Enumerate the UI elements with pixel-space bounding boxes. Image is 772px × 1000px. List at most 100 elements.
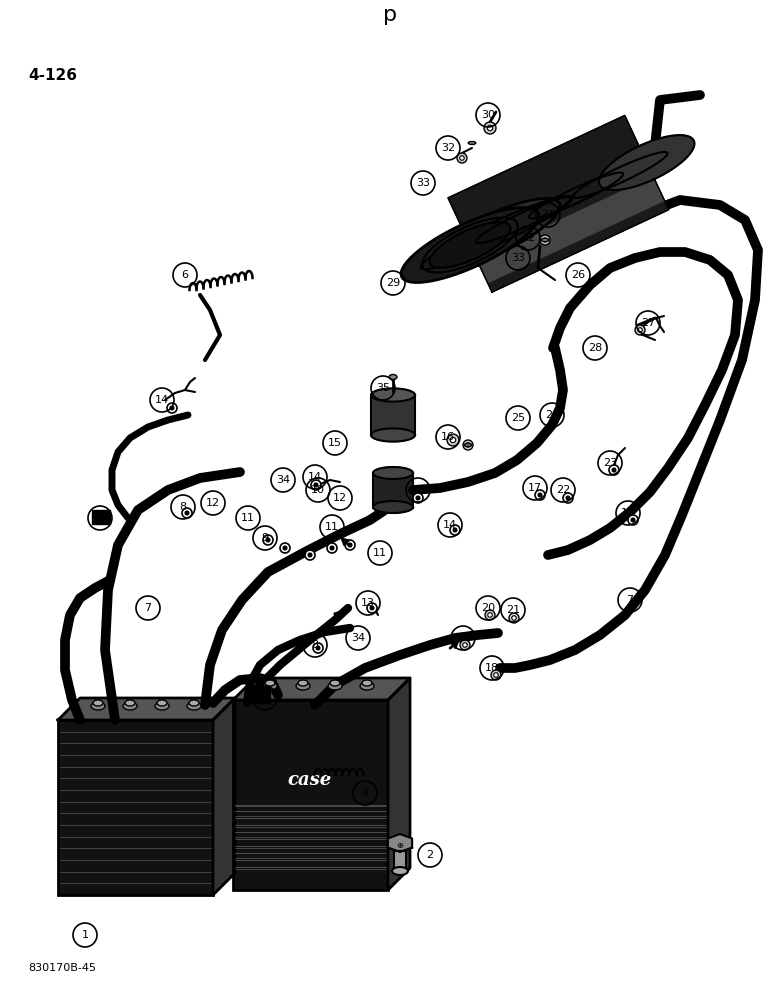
- Polygon shape: [599, 135, 695, 190]
- Ellipse shape: [389, 374, 397, 379]
- Text: 34: 34: [276, 475, 290, 485]
- Text: 19: 19: [456, 633, 470, 643]
- Ellipse shape: [464, 444, 472, 446]
- Polygon shape: [401, 207, 539, 282]
- Ellipse shape: [125, 700, 135, 706]
- Circle shape: [314, 483, 318, 487]
- Text: 25: 25: [511, 413, 525, 423]
- Circle shape: [457, 153, 467, 163]
- Polygon shape: [371, 428, 415, 442]
- Text: 33: 33: [511, 253, 525, 263]
- Text: 14: 14: [621, 508, 635, 518]
- Text: 9: 9: [262, 533, 269, 543]
- Circle shape: [612, 468, 616, 472]
- Circle shape: [308, 553, 312, 557]
- Polygon shape: [422, 198, 560, 272]
- Bar: [58, 720, 213, 895]
- Circle shape: [543, 238, 547, 242]
- Circle shape: [635, 325, 645, 335]
- Text: 11: 11: [241, 513, 255, 523]
- Ellipse shape: [298, 680, 308, 686]
- Text: 23: 23: [603, 458, 617, 468]
- Circle shape: [348, 543, 352, 547]
- Circle shape: [462, 643, 467, 647]
- Polygon shape: [373, 501, 413, 513]
- Circle shape: [566, 496, 570, 500]
- Circle shape: [631, 518, 635, 522]
- Text: 32: 32: [521, 233, 535, 243]
- Text: 10: 10: [311, 485, 325, 495]
- Polygon shape: [448, 115, 669, 292]
- Polygon shape: [213, 698, 235, 895]
- Text: р: р: [383, 5, 397, 25]
- Circle shape: [370, 606, 374, 610]
- Circle shape: [305, 550, 315, 560]
- Circle shape: [484, 122, 496, 134]
- Circle shape: [563, 493, 573, 503]
- Circle shape: [538, 493, 542, 497]
- Circle shape: [311, 480, 321, 490]
- Circle shape: [487, 125, 493, 131]
- Text: 28: 28: [587, 343, 602, 353]
- Text: 17: 17: [411, 485, 425, 495]
- Circle shape: [316, 646, 320, 650]
- Text: 11: 11: [373, 548, 387, 558]
- Circle shape: [266, 538, 270, 542]
- Bar: [371, 395, 415, 435]
- Circle shape: [466, 443, 470, 447]
- Text: 4-126: 4-126: [28, 68, 77, 83]
- Text: 5: 5: [96, 513, 103, 523]
- Ellipse shape: [469, 141, 476, 144]
- Circle shape: [453, 528, 457, 532]
- Text: 14: 14: [308, 472, 322, 482]
- Text: 31: 31: [541, 210, 555, 220]
- Circle shape: [182, 508, 192, 518]
- Circle shape: [330, 546, 334, 550]
- Ellipse shape: [155, 702, 169, 710]
- Text: 1: 1: [82, 930, 89, 940]
- Text: 34: 34: [351, 633, 365, 643]
- Ellipse shape: [91, 702, 105, 710]
- Polygon shape: [422, 218, 518, 272]
- Text: 14: 14: [155, 395, 169, 405]
- Text: 27: 27: [641, 318, 655, 328]
- Circle shape: [512, 616, 516, 620]
- Circle shape: [263, 535, 273, 545]
- Text: 20: 20: [481, 603, 495, 613]
- Text: 14: 14: [443, 520, 457, 530]
- Text: 24: 24: [545, 410, 559, 420]
- Text: 17: 17: [528, 483, 542, 493]
- Circle shape: [413, 493, 423, 503]
- Text: 13: 13: [361, 598, 375, 608]
- Circle shape: [416, 496, 420, 500]
- Ellipse shape: [189, 700, 199, 706]
- Text: case: case: [288, 771, 332, 789]
- Polygon shape: [476, 177, 665, 283]
- Text: 21: 21: [506, 605, 520, 615]
- Polygon shape: [388, 834, 412, 852]
- Text: ⊕: ⊕: [397, 842, 404, 850]
- Text: 7: 7: [626, 595, 634, 605]
- Circle shape: [313, 643, 323, 653]
- Text: 22: 22: [556, 485, 571, 495]
- Ellipse shape: [330, 680, 340, 686]
- Polygon shape: [371, 388, 415, 402]
- Bar: [92, 510, 110, 524]
- Bar: [246, 687, 270, 703]
- Text: 8: 8: [311, 640, 319, 650]
- Circle shape: [367, 603, 377, 613]
- Circle shape: [280, 543, 290, 553]
- Polygon shape: [373, 467, 413, 479]
- Ellipse shape: [392, 867, 408, 875]
- Text: 35: 35: [376, 383, 390, 393]
- Text: 4: 4: [361, 788, 368, 798]
- Polygon shape: [421, 196, 572, 269]
- Bar: [394, 851, 406, 873]
- Circle shape: [609, 465, 619, 475]
- Circle shape: [450, 525, 460, 535]
- Ellipse shape: [362, 680, 372, 686]
- Text: 3: 3: [262, 693, 269, 703]
- Text: 8: 8: [179, 502, 187, 512]
- Polygon shape: [58, 698, 235, 720]
- Circle shape: [170, 406, 174, 410]
